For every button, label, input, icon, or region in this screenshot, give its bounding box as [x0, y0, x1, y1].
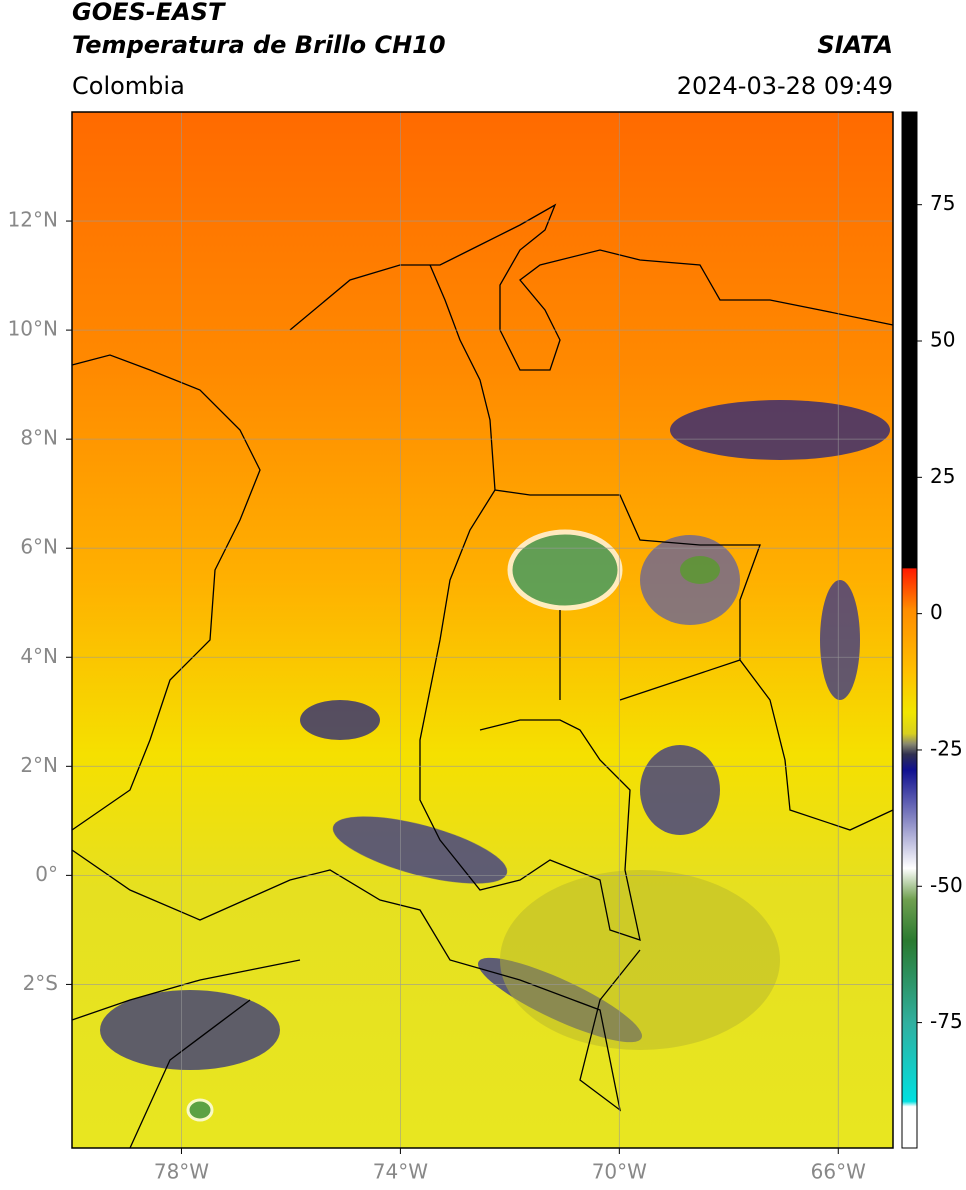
product: Temperatura de Brillo CH10 [72, 31, 446, 59]
y-tick-label: 12°N [8, 208, 58, 232]
x-tick-label: 66°W [811, 1160, 866, 1184]
y-tick-label: 10°N [8, 317, 58, 341]
source: SIATA [817, 31, 893, 59]
colorbar-tick-label: -75 [930, 1009, 963, 1033]
datetime: 2024-03-28 09:49 [677, 72, 893, 100]
map [71, 112, 894, 1149]
y-tick-label: 4°N [20, 644, 58, 668]
colorbar-tick-label: 50 [930, 328, 955, 352]
colorbar-tick-label: -50 [930, 873, 963, 897]
x-tick-label: 78°W [154, 1160, 209, 1184]
cloud-cover [100, 400, 890, 1122]
region: Colombia [72, 72, 185, 100]
colorbar-tick-label: -25 [930, 736, 963, 760]
x-tick-label: 70°W [592, 1160, 647, 1184]
map-background [72, 112, 893, 1148]
x-tick-label: 74°W [373, 1160, 428, 1184]
satellite: GOES-EAST [72, 0, 226, 26]
map-frame [71, 111, 894, 1149]
y-tick-label: 2°N [20, 753, 58, 777]
colorbar-tick-label: 0 [930, 600, 943, 624]
y-tick-label: 0° [35, 862, 58, 886]
y-tick-label: 8°N [20, 426, 58, 450]
colorbar-tick-label: 75 [930, 191, 955, 215]
y-tick-label: 6°N [20, 535, 58, 559]
colorbar-tick-label: 25 [930, 464, 955, 488]
y-tick-label: 2°S [23, 971, 58, 995]
colorbar [901, 111, 918, 1149]
borders [71, 203, 894, 1149]
